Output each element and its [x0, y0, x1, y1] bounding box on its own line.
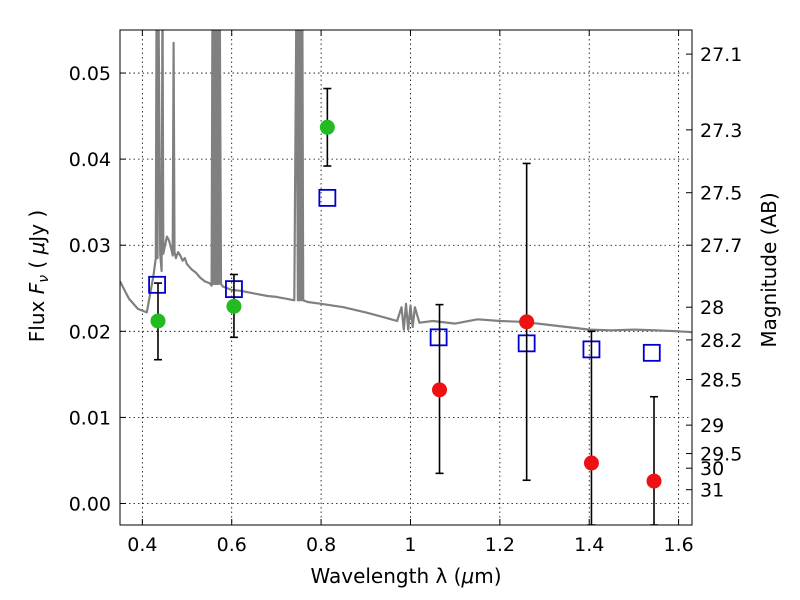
low-significance-point — [432, 382, 448, 398]
x-axis-title-mu: μ — [460, 564, 474, 588]
y-axis-title-prefix: Flux — [25, 294, 49, 342]
y2-tick-label: 28.2 — [700, 330, 742, 352]
y-axis-title: Flux Fν ( μJy ) — [25, 210, 52, 342]
y-axis-title-mu: μ — [25, 242, 49, 256]
model-photometry-square — [148, 275, 166, 294]
y-tick-label: 0.03 — [69, 235, 111, 257]
y-axis-title-subscript: ν — [36, 275, 52, 283]
y-axis-title-unit: Jy ) — [25, 210, 49, 244]
low-significance-point — [583, 455, 599, 471]
y-axis-title-symbol: F — [25, 282, 49, 294]
x-axis-title-unit: m) — [474, 564, 501, 588]
x-tick-label: 1 — [404, 534, 416, 556]
y2-tick-label: 29 — [700, 415, 724, 437]
x-tick-label: 0.6 — [217, 534, 247, 556]
detection-point — [150, 313, 166, 329]
y-axis-title-open: ( — [25, 254, 49, 275]
y-tick-label: 0.04 — [69, 149, 111, 171]
y2-tick-label: 27.7 — [700, 235, 742, 257]
y-tick-label: 0.02 — [69, 321, 111, 343]
x-axis-title: Wavelength λ (μm) — [310, 564, 501, 588]
y-tick-label: 0.00 — [69, 493, 111, 515]
x-tick-label: 1.6 — [663, 534, 693, 556]
model-photometry-square — [429, 328, 448, 347]
y2-tick-label: 27.3 — [700, 120, 742, 142]
model-photometry-square — [318, 188, 337, 207]
plot-frame — [119, 29, 693, 526]
x-tick-label: 1.4 — [574, 534, 604, 556]
x-tick-label: 0.4 — [127, 534, 157, 556]
y-tick-label: 0.01 — [69, 407, 111, 429]
model-photometry-square — [642, 343, 661, 362]
y2-axis-title: Magnitude (AB) — [757, 192, 781, 347]
y2-tick-label: 28 — [700, 297, 724, 319]
y2-tick-label: 31 — [700, 480, 724, 502]
x-tick-label: 1.2 — [485, 534, 515, 556]
detection-point — [226, 298, 242, 314]
detection-point — [319, 119, 335, 135]
y2-tick-label: 30 — [700, 458, 724, 480]
low-significance-point — [646, 473, 662, 489]
x-tick-label: 0.8 — [306, 534, 336, 556]
data-layer — [120, 30, 692, 525]
y2-tick-label: 27.5 — [700, 183, 742, 205]
y2-tick-label: 28.5 — [700, 370, 742, 392]
tick-layer: 0.4 0.6 0.8 1 1.2 1.4 1.6 0.00 0.01 0.02 0.03 0.04 0… — [69, 30, 742, 556]
plot-area — [120, 30, 692, 525]
low-significance-point — [519, 314, 535, 330]
x-axis-title-text: Wavelength λ ( — [310, 564, 461, 588]
sed-model-line — [120, 30, 692, 334]
y-tick-label: 0.05 — [69, 63, 111, 85]
y2-tick-label: 27.1 — [700, 44, 742, 66]
y2-tick-label: 29.5 — [700, 444, 742, 466]
